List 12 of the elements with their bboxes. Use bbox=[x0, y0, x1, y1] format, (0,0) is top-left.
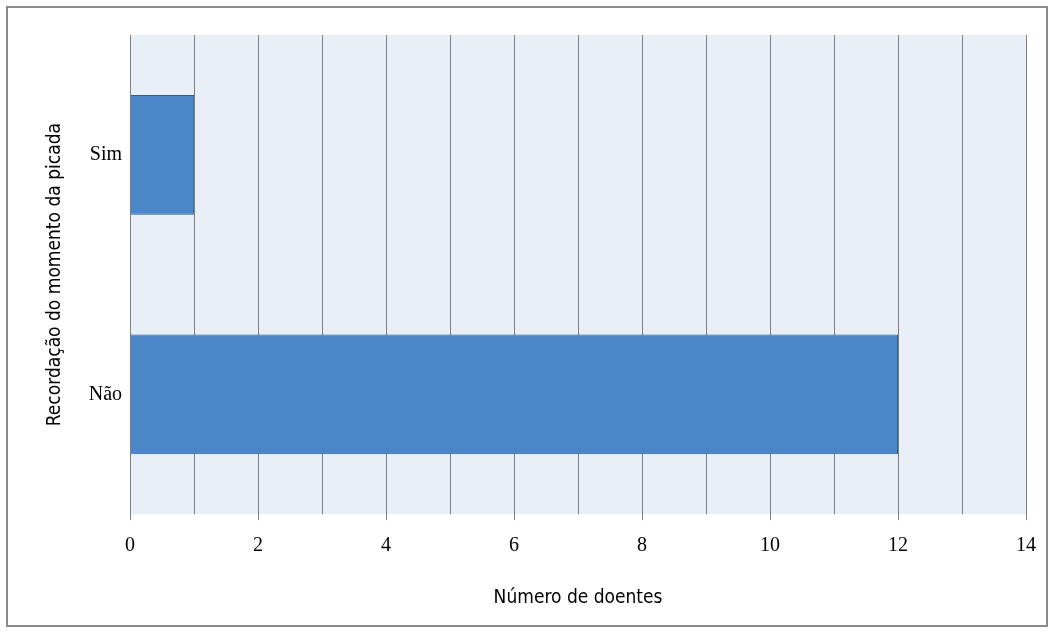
x-tick-label: 10 bbox=[760, 533, 781, 556]
x-tick-label: 14 bbox=[1016, 533, 1036, 556]
x-tick-label: 2 bbox=[253, 533, 264, 556]
y-tick-label: Não bbox=[88, 381, 123, 404]
x-axis-title: Número de doentes bbox=[493, 584, 663, 607]
y-tick-label: Sim bbox=[89, 142, 123, 165]
x-tick-label: 8 bbox=[637, 533, 648, 556]
x-tick-label: 0 bbox=[125, 533, 136, 556]
x-tick-label: 12 bbox=[888, 533, 909, 556]
x-tick-label: 6 bbox=[509, 533, 520, 556]
y-axis-title: Recordação do momento da picada bbox=[42, 123, 65, 427]
x-tick-label: 4 bbox=[381, 533, 392, 556]
